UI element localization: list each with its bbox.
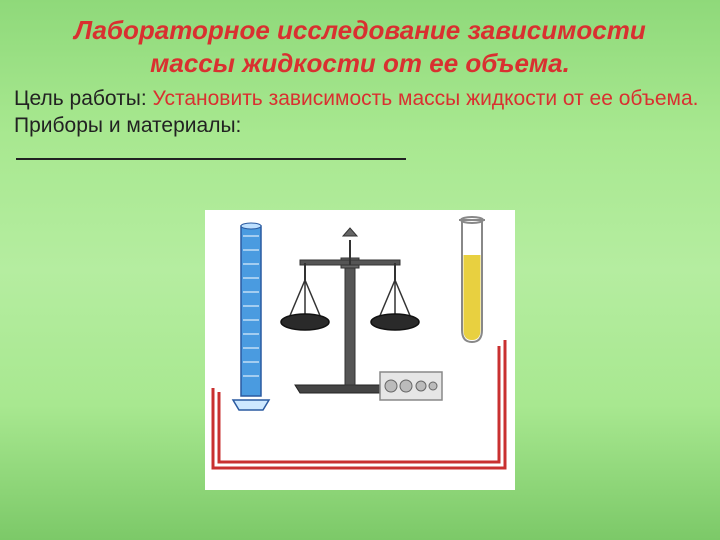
weights-box-icon bbox=[380, 372, 442, 400]
equipment-svg bbox=[205, 210, 515, 490]
goal-text: Установить зависимость массы жидкости от… bbox=[153, 87, 699, 110]
blank-line bbox=[16, 158, 406, 160]
balance-scale-icon bbox=[281, 228, 419, 393]
title-line-1: Лабораторное исследование зависимости bbox=[74, 15, 645, 45]
page-title: Лабораторное исследование зависимости ма… bbox=[0, 0, 720, 83]
body-block: Цель работы: Установить зависимость масс… bbox=[0, 83, 720, 167]
goal-label: Цель работы: bbox=[14, 87, 153, 110]
graduated-cylinder-icon bbox=[233, 223, 269, 410]
title-line-2: массы жидкости от ее объема. bbox=[150, 48, 570, 78]
equipment-figure bbox=[205, 210, 515, 490]
test-tube-icon bbox=[459, 217, 485, 342]
equipment-label: Приборы и материалы: bbox=[14, 114, 241, 137]
